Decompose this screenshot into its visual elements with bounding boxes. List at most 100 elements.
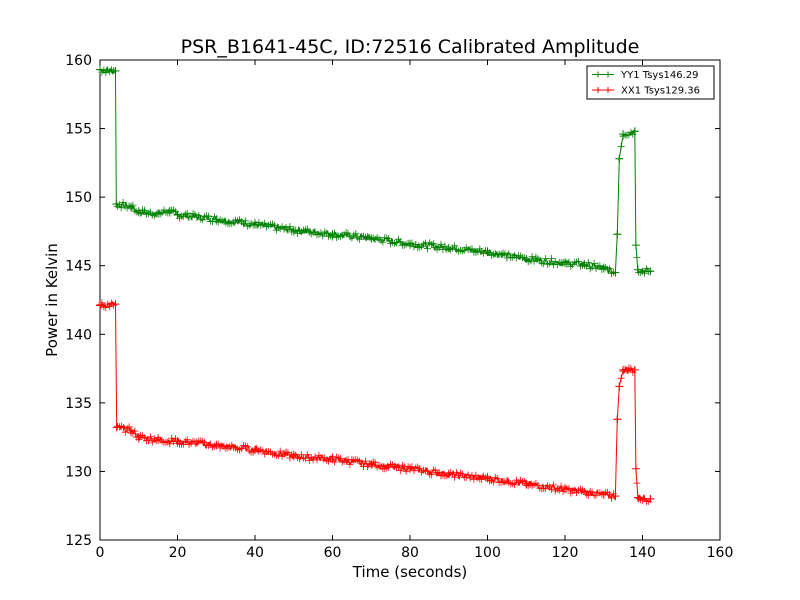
data-point (646, 494, 655, 503)
data-point-marker (307, 230, 315, 238)
data-point (367, 234, 376, 243)
data-point-marker (456, 469, 464, 477)
legend-label: YY1 Tsys146.29 (620, 70, 699, 81)
data-point-marker (385, 235, 393, 242)
data-point-marker (633, 479, 641, 487)
data-point-marker (119, 424, 127, 432)
data-point (630, 365, 639, 374)
data-point-marker (396, 467, 404, 475)
x-tick-label: 160 (707, 545, 734, 561)
data-point-marker (363, 233, 371, 241)
data-point (444, 470, 453, 479)
data-point-marker (346, 461, 354, 468)
data-point-marker (342, 456, 350, 464)
data-point-marker (276, 447, 284, 455)
data-point (483, 474, 492, 483)
data-point (599, 264, 608, 273)
data-point-marker (286, 454, 294, 462)
data-point-marker (123, 425, 131, 433)
data-point-marker (584, 259, 592, 267)
data-point-marker (435, 468, 443, 476)
data-point (633, 493, 642, 502)
data-point-marker (274, 224, 282, 231)
data-point-marker (193, 213, 201, 221)
data-point (251, 445, 259, 454)
data-point-marker (511, 481, 519, 489)
data-point (615, 154, 624, 163)
data-point-marker (427, 471, 435, 479)
data-point-marker (538, 259, 546, 267)
data-point-marker (183, 436, 191, 444)
data-point-marker (344, 229, 352, 237)
data-point-marker (358, 459, 366, 467)
data-point (613, 415, 622, 424)
data-point (522, 254, 531, 263)
data-point-marker (354, 234, 362, 242)
data-point-marker (575, 258, 583, 265)
data-point-marker (414, 463, 422, 471)
data-point (154, 209, 163, 218)
data-point (289, 226, 298, 235)
data-point (619, 130, 628, 139)
data-point-marker (420, 240, 428, 248)
data-point (406, 464, 414, 473)
x-axis-label: Time (seconds) (352, 563, 468, 581)
data-point-marker (141, 206, 149, 214)
data-point (112, 423, 121, 432)
data-point-marker (146, 208, 154, 216)
data-point-marker (336, 454, 344, 462)
data-point (111, 67, 120, 75)
data-point-marker (530, 481, 538, 488)
data-point-marker (478, 247, 486, 255)
data-point (619, 365, 628, 374)
y-tick-label: 150 (65, 190, 92, 206)
x-tick-label: 20 (169, 545, 187, 561)
data-point-marker (189, 210, 197, 218)
data-point-marker (389, 238, 397, 246)
data-point-marker (230, 218, 238, 226)
data-point (633, 265, 642, 274)
data-point (444, 243, 453, 252)
data-point (173, 437, 182, 446)
data-point-marker (205, 442, 212, 449)
data-point-marker (470, 475, 478, 483)
data-point (611, 268, 620, 277)
data-point-marker (131, 207, 139, 215)
data-point-marker (168, 434, 176, 442)
data-point-marker (534, 481, 542, 489)
data-point-marker (144, 437, 152, 445)
data-point (134, 208, 143, 217)
legend-marker (595, 87, 611, 93)
data-point-marker (641, 269, 648, 277)
data-point (646, 267, 655, 276)
data-point-marker (617, 142, 625, 150)
data-point-marker (323, 456, 331, 464)
data-point-marker (301, 454, 309, 462)
data-point-marker (509, 480, 517, 488)
data-point-marker (183, 209, 191, 217)
data-point-marker (181, 437, 189, 445)
data-point-marker (305, 457, 313, 464)
data-point-marker (499, 249, 507, 257)
data-point-marker (193, 438, 201, 446)
data-point-marker (146, 433, 154, 441)
data-point (289, 452, 298, 461)
data-point-marker (280, 449, 288, 457)
data-point-marker (577, 485, 584, 493)
data-point-marker (121, 428, 129, 436)
data-point (212, 441, 221, 450)
data-point (631, 464, 640, 473)
data-point (251, 220, 259, 229)
data-point-marker (489, 478, 497, 486)
data-point-marker (119, 198, 127, 206)
data-point (212, 215, 221, 224)
data-point-marker (509, 253, 517, 261)
data-point-marker (383, 464, 391, 472)
data-point-marker (396, 238, 404, 246)
data-point-marker (208, 443, 216, 451)
data-point-marker (261, 219, 269, 227)
data-point-marker (117, 204, 125, 212)
data-point-marker (301, 226, 309, 234)
data-point-marker (420, 466, 428, 474)
